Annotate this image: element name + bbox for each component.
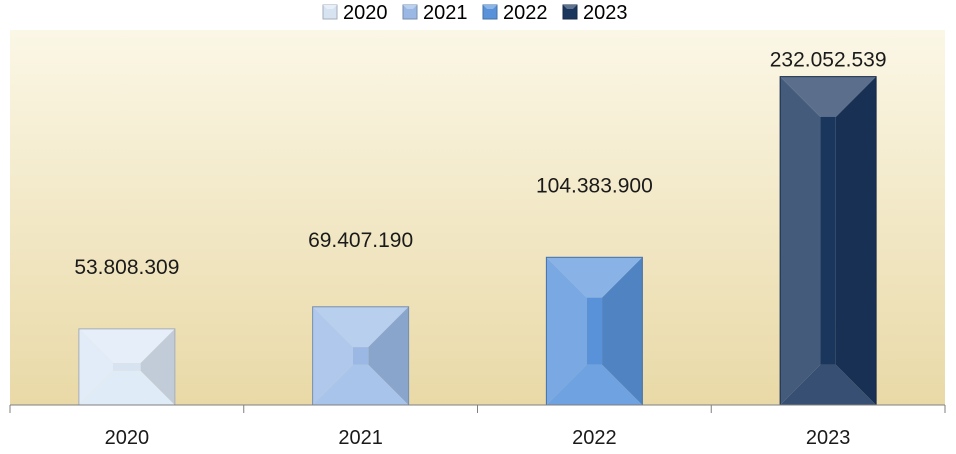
legend-item-2023: 2023 (562, 2, 628, 24)
bar-left-facet (546, 257, 587, 405)
value-label-2022: 104.383.900 (536, 174, 653, 197)
x-tick-label-2023: 2023 (806, 427, 851, 449)
x-tick-label-2022: 2022 (572, 427, 617, 449)
bar-bottom-facet (780, 364, 877, 405)
bar-left-facet (78, 328, 114, 405)
x-tick-label-2020: 2020 (105, 427, 150, 449)
legend-item-2021: 2021 (402, 2, 468, 24)
bar-bottom-facet (546, 364, 643, 405)
bar-left-facet (780, 76, 821, 405)
bar-2021 (312, 306, 410, 406)
legend-swatch-bevel (563, 5, 577, 9)
bar-top-facet (78, 328, 175, 364)
legend-swatch-bevel (483, 5, 497, 9)
bar-right-facet (368, 306, 409, 405)
bar-center-face (352, 347, 369, 365)
legend-label-2020: 2020 (343, 2, 388, 24)
legend-swatch-bevel (323, 5, 337, 9)
value-labels-group: 53.808.309 69.407.190 104.383.900 232.052.5… (74, 49, 886, 279)
bar-right-facet (602, 257, 643, 405)
bar-center-face (586, 297, 603, 365)
legend-item-2022: 2022 (482, 2, 548, 24)
bar-right-facet (835, 76, 877, 405)
legend-label-2023: 2023 (583, 2, 628, 24)
bar-top-facet (546, 257, 643, 298)
bar-center-face (113, 363, 141, 371)
bar-top-facet (780, 76, 877, 117)
bar-bottom-facet (78, 370, 175, 405)
value-label-2021: 69.407.190 (308, 229, 413, 252)
x-axis-tick-labels: 2020 2021 2022 2023 (105, 427, 851, 449)
x-axis-ticks (9, 405, 946, 413)
bar-center-face (820, 116, 836, 365)
legend-label-2022: 2022 (503, 2, 548, 24)
value-label-2020: 53.808.309 (74, 256, 179, 279)
legend: 2020 2021 2022 2023 (322, 2, 628, 24)
legend-item-2020: 2020 (322, 2, 388, 24)
bar-2023 (779, 76, 877, 406)
bar-2022 (545, 256, 643, 406)
bar-right-facet (140, 328, 175, 405)
bar-left-facet (312, 306, 353, 405)
legend-swatch-bevel (403, 5, 417, 9)
bar-top-facet (312, 306, 409, 348)
bar-2020 (78, 328, 176, 406)
bars-group (78, 76, 877, 406)
x-tick-label-2021: 2021 (338, 427, 383, 449)
legend-label-2021: 2021 (423, 2, 468, 24)
bar-bottom-facet (312, 364, 409, 405)
value-label-2023: 232.052.539 (770, 49, 887, 72)
